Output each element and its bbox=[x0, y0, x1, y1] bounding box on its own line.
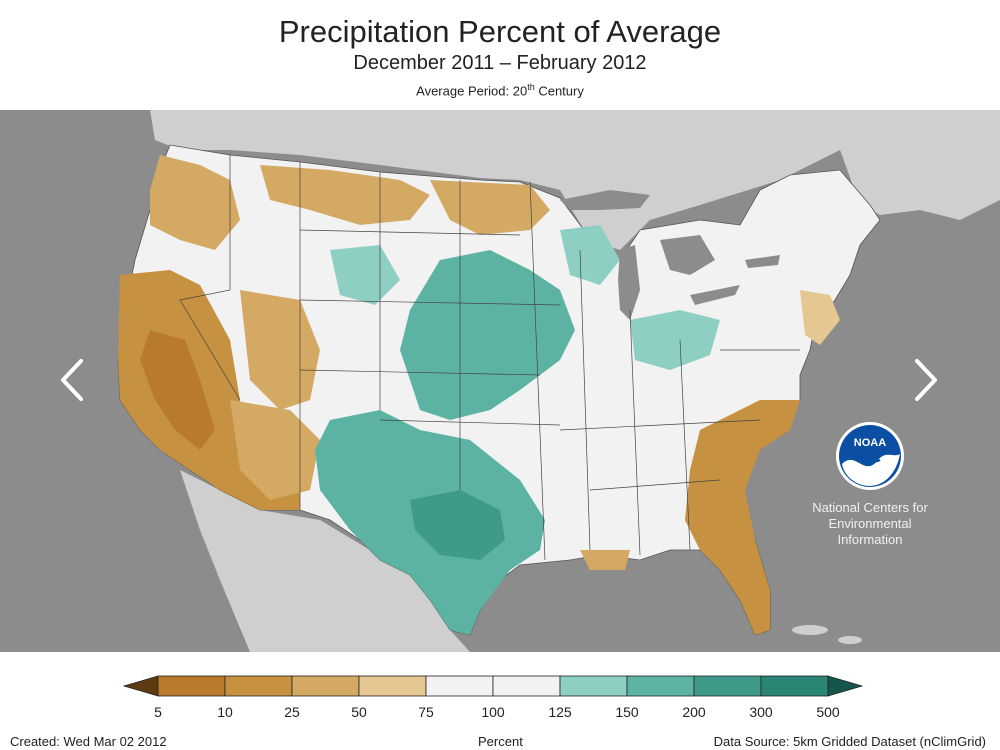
legend-bar-group bbox=[122, 675, 864, 697]
state-border-line bbox=[589, 479, 721, 491]
legend-tick-label: 10 bbox=[217, 704, 233, 720]
average-period-sup: th bbox=[527, 82, 535, 92]
legend-tick-label: 50 bbox=[351, 704, 367, 720]
legend-color-box bbox=[224, 675, 293, 697]
created-date: Created: Wed Mar 02 2012 bbox=[10, 734, 167, 749]
caribbean-island bbox=[792, 625, 828, 635]
wet-area-ohio bbox=[630, 310, 720, 370]
legend-color-box bbox=[693, 675, 762, 697]
lake-superior bbox=[560, 190, 650, 210]
legend-tick-label: 75 bbox=[418, 704, 434, 720]
state-border-line bbox=[629, 309, 641, 556]
legend-color-box bbox=[492, 675, 561, 697]
legend-color-box bbox=[425, 675, 494, 697]
dry-area-gulf bbox=[580, 550, 630, 570]
legend-color-box bbox=[157, 675, 226, 697]
wet-area-south-texas bbox=[410, 490, 505, 560]
dry-area-northeast bbox=[800, 290, 840, 345]
dry-area-northwest bbox=[150, 155, 240, 250]
state-border-line bbox=[679, 339, 691, 551]
state-border-line bbox=[579, 249, 591, 551]
legend-tick-label: 100 bbox=[481, 704, 505, 720]
chevron-right-icon bbox=[915, 359, 937, 401]
state-border-line bbox=[179, 299, 241, 401]
noaa-name-line-2: Environmental bbox=[828, 516, 912, 531]
state-border-line bbox=[559, 419, 761, 431]
legend-tick-label: 200 bbox=[682, 704, 706, 720]
state-border-line bbox=[179, 155, 231, 301]
lake-huron bbox=[660, 235, 715, 275]
precipitation-map bbox=[0, 110, 1000, 652]
dry-area-montana bbox=[260, 165, 430, 225]
legend-tick-label: 150 bbox=[615, 704, 639, 720]
state-borders bbox=[179, 155, 800, 561]
noaa-wordmark: NOAA bbox=[854, 437, 886, 449]
legend-color-box bbox=[291, 675, 360, 697]
average-period-prefix: Average Period: 20 bbox=[416, 83, 528, 99]
noaa-logo: NOAA bbox=[836, 422, 904, 490]
noaa-name-line-1: National Centers for bbox=[812, 500, 928, 515]
lake-ontario bbox=[745, 255, 780, 268]
legend-tick-label: 125 bbox=[548, 704, 572, 720]
map-title: Precipitation Percent of Average bbox=[278, 14, 722, 49]
dry-area-arizona bbox=[230, 400, 320, 500]
dry-area-southeast bbox=[685, 400, 800, 635]
state-border-line bbox=[529, 181, 546, 561]
map-canvas bbox=[117, 110, 1000, 652]
noaa-name-line-3: Information bbox=[837, 532, 903, 547]
average-period-suffix: Century bbox=[534, 83, 584, 99]
data-source: Data Source: 5km Gridded Dataset (nClimG… bbox=[713, 734, 986, 749]
canada-land bbox=[150, 110, 1000, 250]
previous-map-button[interactable] bbox=[52, 350, 92, 410]
legend-tick-label: 300 bbox=[749, 704, 773, 720]
next-map-button[interactable] bbox=[906, 350, 946, 410]
legend-arrow-high bbox=[827, 675, 864, 697]
map-subtitle: December 2011 – February 2012 bbox=[353, 52, 647, 74]
legend-color-box bbox=[626, 675, 695, 697]
state-border-line bbox=[299, 229, 521, 236]
lake-michigan bbox=[618, 245, 640, 320]
legend-colorbar bbox=[122, 675, 864, 697]
legend-tick-label: 500 bbox=[816, 704, 840, 720]
wet-area-upper-midwest bbox=[560, 225, 620, 285]
wet-area-plains bbox=[400, 250, 575, 420]
legend-arrow-low bbox=[122, 675, 159, 697]
legend-tick-label: 25 bbox=[284, 704, 300, 720]
lake-erie bbox=[690, 285, 740, 305]
legend-color-box bbox=[559, 675, 628, 697]
dry-area-nevada bbox=[140, 330, 215, 450]
state-border-line bbox=[299, 299, 561, 306]
wet-area-wyoming bbox=[330, 245, 400, 305]
noaa-branding: NOAA National Centers for Environmental … bbox=[790, 420, 950, 548]
state-border-line bbox=[379, 419, 561, 426]
average-period: Average Period: 20th Century bbox=[0, 82, 1000, 98]
caribbean-island bbox=[838, 636, 862, 644]
baja-peninsula bbox=[190, 480, 255, 620]
legend-units: Percent bbox=[478, 734, 523, 749]
state-border-line bbox=[299, 369, 541, 376]
legend-tick-label: 5 bbox=[154, 704, 162, 720]
chevron-left-icon bbox=[61, 359, 83, 401]
legend-color-box bbox=[358, 675, 427, 697]
legend-color-box bbox=[760, 675, 829, 697]
